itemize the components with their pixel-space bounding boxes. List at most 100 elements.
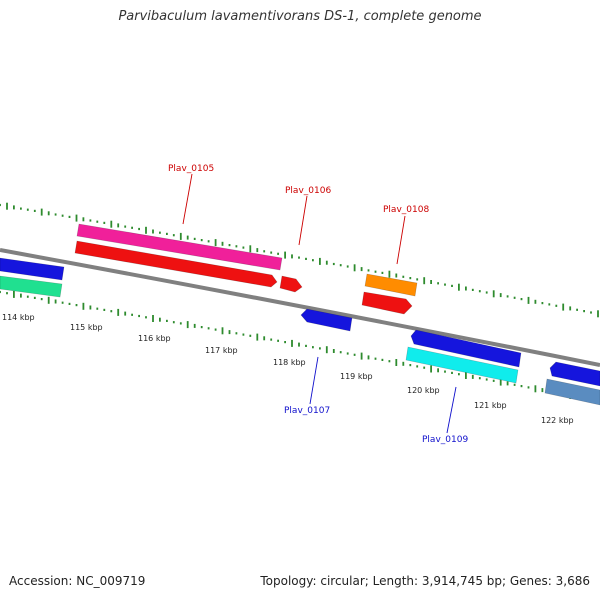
gc-dot [374,270,377,273]
gc-dot [152,315,154,322]
gc-dot [506,381,509,386]
leader-line-plav-0105 [182,173,193,225]
gc-dot [221,241,224,246]
gc-dot [103,308,106,311]
gene-label-plav-0106[interactable]: Plav_0106 [285,186,331,196]
gc-dot [200,239,203,242]
gene-feature-magenta[interactable] [76,223,283,271]
leader-line-plav-0108 [396,215,406,265]
tick-label-121: 121 kbp [474,401,507,410]
gc-dot [20,207,22,210]
gc-dot [152,229,154,234]
gc-dot [235,332,238,335]
gene-feature-steel-right[interactable] [544,378,600,406]
gc-dot [388,270,391,278]
gene-feature-plav-0108-orange[interactable] [364,273,418,297]
gc-dot [520,298,523,301]
gc-dot [110,220,113,228]
gc-dot [423,366,426,369]
gc-dot [117,223,120,228]
gc-dot [305,257,307,260]
gc-dot [110,310,113,313]
gc-dot [437,368,439,373]
gc-dot [492,379,495,382]
gc-dot [82,302,85,310]
gc-dot [193,323,196,328]
gene-feature-plav-0107[interactable] [300,308,353,332]
gc-dot [485,291,488,294]
gc-dot [499,378,502,386]
scale-tick-labels: 114 kbp 115 kbp 116 kbp 117 kbp 118 kbp … [2,313,574,425]
gc-dot [54,213,57,216]
gc-dot [583,310,585,313]
leader-line-plav-0109 [446,386,457,434]
gc-dot [270,251,273,254]
gc-dot [381,358,384,361]
gc-dot [562,303,565,311]
gc-dot [40,208,43,216]
gc-dot [68,215,71,218]
gene-label-plav-0108[interactable]: Plav_0108 [383,205,429,215]
gene-label-plav-0109[interactable]: Plav_0109 [422,435,468,445]
gc-dot [409,364,412,367]
gene-feature-blue-0109[interactable] [410,329,522,368]
gc-dot [346,352,349,355]
tick-label-116: 116 kbp [138,334,171,343]
gc-dot [0,203,1,207]
gc-dot [75,304,78,307]
gc-dot [117,308,120,316]
gene-feature-plav-0109[interactable] [405,346,519,384]
gc-dot [471,374,474,379]
gc-dot [47,211,50,216]
gc-dot [179,322,182,325]
gc-dot [96,220,99,223]
gene-feature-plav-0106[interactable] [279,275,303,293]
gc-dot [513,296,516,299]
gc-dot [367,269,370,272]
gc-dot [270,338,273,341]
tick-label-117: 117 kbp [205,346,238,355]
gc-dot [214,328,217,331]
gc-dot [89,219,92,222]
gc-dot [548,303,551,306]
gc-dot [319,257,321,265]
gc-dot [75,214,78,222]
gc-dot [590,311,592,314]
tick-label-119: 119 kbp [340,372,373,381]
gc-dot [332,349,335,353]
gene-label-plav-0105[interactable]: Plav_0105 [168,164,214,174]
forward-strand-features [0,223,418,315]
gc-dot [228,244,231,247]
gc-dot [430,365,432,373]
gc-dot [33,296,36,299]
gc-dot [242,246,245,249]
gc-dot [186,321,189,329]
gc-dot [492,290,495,298]
gc-dot [96,307,99,310]
tick-label-118: 118 kbp [273,358,306,367]
gc-dot [360,267,363,272]
topology-text: Topology: circular; Length: 3,914,745 bp… [260,574,590,588]
gc-dot [478,377,481,380]
gc-dot [597,310,599,318]
gc-dot [186,235,189,240]
gc-dot [569,306,572,311]
gc-skew-track-outer [0,202,599,318]
gene-label-plav-0107[interactable]: Plav_0107 [284,406,330,416]
gc-dot [277,339,279,342]
gene-feature-green-left[interactable] [0,275,63,298]
gc-dot [478,290,481,293]
gc-dot [200,326,203,329]
gc-dot [506,295,509,298]
gc-dot [451,284,453,287]
gc-dot [541,302,544,305]
gene-feature-blue-right[interactable] [549,361,600,387]
gene-feature-blue-left[interactable] [0,257,65,281]
gc-dot [26,295,29,298]
gene-feature-plav-0105[interactable] [74,240,278,288]
gc-dot [249,245,252,253]
gene-feature-red-0108[interactable] [361,291,413,315]
map-title: Parvibaculum lavamentivorans DS-1, compl… [118,9,482,24]
gc-dot [409,277,412,280]
gc-dot [13,205,15,210]
